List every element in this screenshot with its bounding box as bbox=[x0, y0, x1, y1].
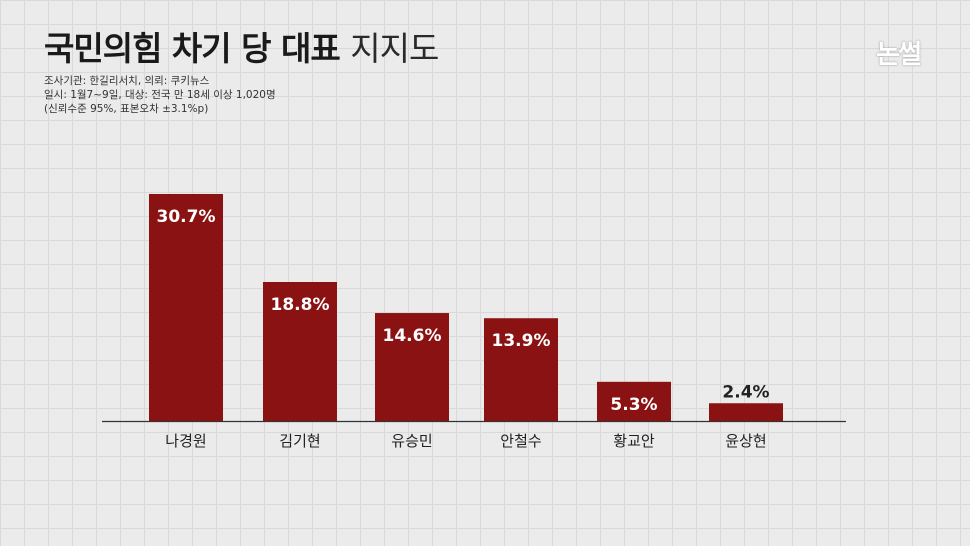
bar bbox=[375, 313, 449, 421]
data-label: 5.3% bbox=[610, 395, 657, 415]
survey-date-sample: 일시: 1월7~9일, 대상: 전국 만 18세 이상 1,020명 bbox=[44, 89, 276, 101]
category-label: 황교안 bbox=[613, 432, 655, 450]
bar bbox=[263, 281, 337, 421]
category-label: 윤상현 bbox=[725, 432, 766, 450]
data-label: 2.4% bbox=[722, 382, 769, 402]
title-light: 지지도 bbox=[350, 29, 439, 68]
title-bold: 국민의힘 차기 당 대표 bbox=[44, 29, 341, 68]
chart-title: 국민의힘 차기 당 대표 지지도 bbox=[44, 22, 439, 70]
data-label: 13.9% bbox=[492, 331, 551, 351]
survey-confidence: (신뢰수준 95%, 표본오차 ±3.1%p) bbox=[44, 103, 209, 115]
category-label: 안철수 bbox=[500, 432, 541, 450]
data-label: 18.8% bbox=[271, 295, 330, 315]
bar bbox=[709, 403, 783, 421]
category-label: 김기현 bbox=[279, 432, 320, 450]
category-label: 유승민 bbox=[391, 432, 432, 450]
category-label: 나경원 bbox=[165, 432, 206, 450]
survey-info: 조사기관: 한길리서치, 의뢰: 쿠키뉴스 일시: 1월7~9일, 대상: 전국… bbox=[44, 74, 276, 116]
survey-agency: 조사기관: 한길리서치, 의뢰: 쿠키뉴스 bbox=[44, 75, 210, 87]
bar bbox=[597, 381, 671, 421]
bar bbox=[484, 318, 558, 421]
bar bbox=[149, 194, 223, 421]
data-label: 30.7% bbox=[157, 207, 216, 227]
broadcaster-logo: 논썰 bbox=[876, 40, 922, 70]
data-label: 14.6% bbox=[383, 326, 442, 346]
